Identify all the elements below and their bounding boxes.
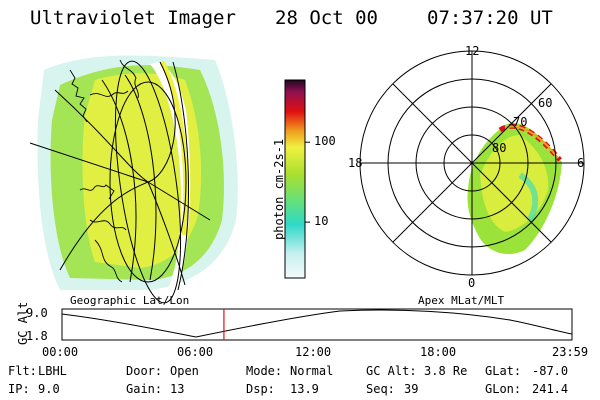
time-label: 07:37:20 UT — [427, 7, 553, 29]
mlt-label-0: 0 — [468, 276, 476, 290]
status-glon-value: 241.4 — [532, 382, 569, 396]
status-mode-value: Normal — [290, 364, 334, 378]
status-flt-value: LBHL — [38, 364, 67, 378]
polar-caption: Apex MLat/MLT — [418, 294, 505, 307]
alt-xtick-18: 18:00 — [420, 345, 457, 359]
status-ip-label: IP: — [8, 382, 30, 396]
lat-label-60: 60 — [538, 96, 553, 110]
status-door-value: Open — [170, 364, 199, 378]
status-gcalt-label: GC Alt: — [366, 364, 417, 378]
status-dsp-label: Dsp: — [246, 382, 275, 396]
colorbar-unit-label: photon cm-2s-1 — [272, 138, 286, 240]
mlt-label-12: 12 — [465, 44, 480, 58]
polar-plot — [359, 50, 585, 276]
status-ip-value: 9.0 — [38, 382, 60, 396]
alt-xtick-6: 06:00 — [177, 345, 214, 359]
status-flt-label: Flt: — [8, 364, 37, 378]
colorbar — [284, 79, 310, 279]
status-seq-label: Seq: — [366, 382, 395, 396]
status-seq-value: 39 — [404, 382, 419, 396]
lat-label-80: 80 — [492, 141, 507, 155]
lat-label-70: 70 — [513, 115, 528, 129]
colorbar-tick-10: 10 — [314, 214, 329, 229]
alt-ytick-1-8: 1.8 — [26, 329, 48, 343]
status-glon-label: GLon: — [485, 382, 522, 396]
status-gcalt-value: 3.8 Re — [424, 364, 468, 378]
status-glat-label: GLat: — [485, 364, 522, 378]
instrument-title: Ultraviolet Imager — [30, 7, 236, 29]
status-gain-label: Gain: — [126, 382, 163, 396]
status-gain-value: 13 — [170, 382, 185, 396]
alt-xtick-12: 12:00 — [295, 345, 332, 359]
geo-caption: Geographic Lat/Lon — [70, 294, 190, 307]
altitude-plot — [61, 308, 573, 341]
alt-xtick-0: 00:00 — [42, 345, 79, 359]
colorbar-tick-100: 100 — [314, 134, 336, 149]
alt-xtick-end: 23:59 — [552, 345, 589, 359]
mlt-label-6: 6 — [577, 156, 585, 170]
status-mode-label: Mode: — [246, 364, 283, 378]
geographic-image — [29, 55, 238, 304]
mlt-label-18: 18 — [348, 156, 363, 170]
status-glat-value: -87.0 — [532, 364, 569, 378]
date-label: 28 Oct 00 — [275, 7, 378, 29]
status-door-label: Door: — [126, 364, 163, 378]
alt-ytick-9: 9.0 — [26, 306, 48, 320]
status-dsp-value: 13.9 — [290, 382, 319, 396]
